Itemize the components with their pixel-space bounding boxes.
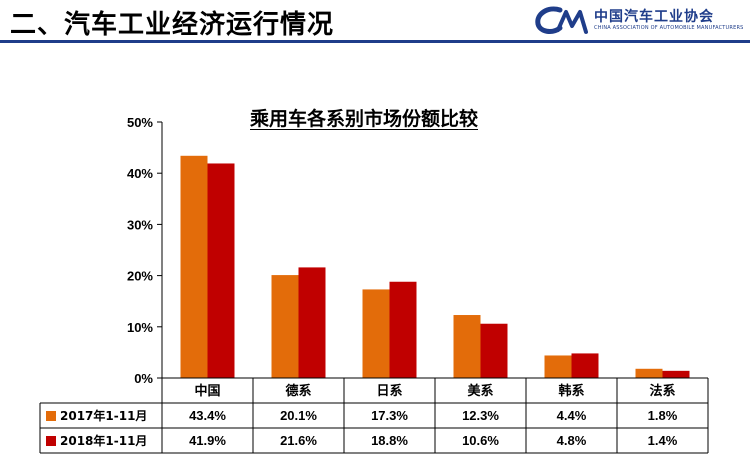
data-label: 17.3% [371,408,408,423]
legend-swatch [46,436,56,446]
logo-english-name: CHINA ASSOCIATION OF AUTOMOBILE MANUFACT… [594,25,744,31]
bar-2018 [298,267,326,378]
data-label: 4.4% [557,408,587,423]
bar-2018 [207,163,235,378]
slide-header: 二、汽车工业经济运行情况 中国汽车工业协会 CHINA ASSOCIATION … [0,0,750,44]
bar-2017 [544,355,572,378]
chart-title: 乘用车各系别市场份额比较 [250,108,479,130]
x-category-label: 德系 [285,383,311,399]
slide-title: 二、汽车工业经济运行情况 [10,10,335,40]
y-tick-label: 20% [127,269,153,284]
legend-label: 2017年1-11月 [60,408,147,423]
data-label: 18.8% [371,433,408,448]
bar-2017 [635,368,663,378]
data-label: 21.6% [280,433,317,448]
data-label: 4.8% [557,433,587,448]
bar-2017 [362,289,390,378]
bar-2018 [389,281,417,378]
bar-2017 [180,155,208,378]
data-label: 12.3% [462,408,499,423]
data-label: 10.6% [462,433,499,448]
x-category-label: 中国 [194,383,220,399]
caam-logo-icon [535,6,588,34]
data-label: 41.9% [189,433,226,448]
bar-2018 [571,353,599,378]
bar-2018 [480,323,508,378]
bar-2018 [662,370,690,378]
logo-chinese-name: 中国汽车工业协会 [594,9,714,25]
x-category-label: 法系 [649,383,675,399]
data-label: 43.4% [189,408,226,423]
association-logo: 中国汽车工业协会 CHINA ASSOCIATION OF AUTOMOBILE… [534,4,746,36]
bar-2017 [271,275,299,378]
y-tick-label: 0% [134,371,153,386]
x-category-label: 韩系 [558,383,584,399]
data-label: 1.8% [648,408,678,423]
data-label: 20.1% [280,408,317,423]
y-tick-label: 10% [127,320,153,335]
x-category-label: 美系 [467,383,493,399]
x-category-label: 日系 [376,383,402,399]
header-divider [0,40,750,43]
bar-2017 [453,315,481,378]
y-tick-label: 40% [127,166,153,181]
y-tick-label: 30% [127,217,153,232]
legend-swatch [46,411,56,421]
legend-label: 2018年1-11月 [60,433,147,448]
y-tick-label: 50% [127,115,153,130]
data-label: 1.4% [648,433,678,448]
